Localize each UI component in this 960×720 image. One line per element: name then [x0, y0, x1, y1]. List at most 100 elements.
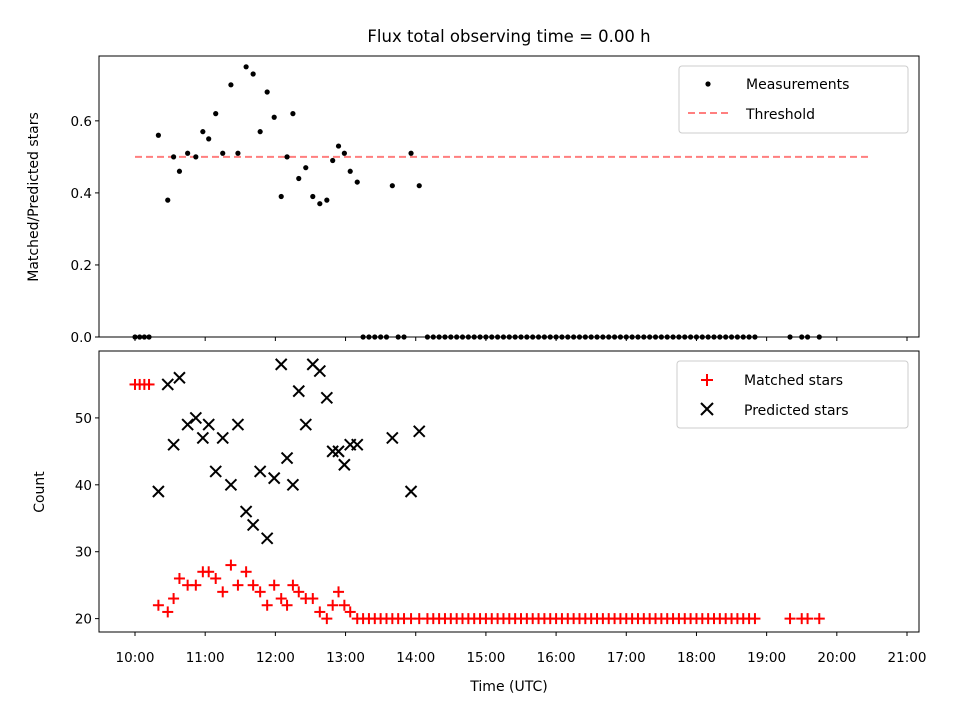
matched-star-point: [293, 586, 305, 598]
predicted-star-x-b: [161, 378, 174, 391]
predicted-star-x-b: [189, 411, 203, 425]
measurement-point: [250, 71, 256, 77]
bottom-y-tick-label: 30: [75, 545, 92, 561]
predicted-star-point: [231, 418, 245, 431]
measurement-point: [416, 183, 422, 189]
predicted-star-x-b: [202, 418, 215, 431]
predicted-star-x-b: [239, 505, 253, 518]
measurement-point: [341, 150, 347, 156]
matched-star-point: [344, 606, 356, 618]
matched-star-point: [210, 572, 222, 584]
x-tick-label: 17:00: [607, 650, 646, 666]
measurement-point: [257, 129, 263, 135]
predicted-star-x-b: [275, 358, 288, 371]
predicted-star-x-b: [413, 425, 426, 438]
bottom-axes-frame: [98, 350, 920, 633]
predicted-star-x-b: [196, 431, 210, 445]
x-tick-label: 13:00: [326, 650, 365, 666]
bottom-marks: [129, 358, 825, 625]
x-axis-label: Time (UTC): [469, 679, 547, 695]
predicted-star-point: [239, 505, 253, 518]
top-y-tick-label: 0.6: [71, 114, 92, 130]
predicted-star-point: [189, 411, 203, 425]
bottom-y-tick-label: 20: [75, 612, 92, 628]
measurement-point: [206, 136, 212, 142]
measurement-point: [290, 111, 296, 117]
predicted-star-point: [413, 425, 426, 438]
predicted-star-x-b: [313, 364, 327, 378]
bottom-x-ticks: 10:00 11:00 12:00 13:00 14:00 15:00 16:00 17:00…: [116, 632, 927, 666]
predicted-star-point: [275, 358, 288, 371]
measurement-point: [165, 197, 171, 203]
measurement-point: [347, 168, 353, 174]
predicted-star-x-b: [299, 418, 312, 431]
top-y-axis-label: Matched/Predicted stars: [26, 112, 42, 282]
predicted-star-x-b: [326, 445, 339, 458]
predicted-star-point: [260, 532, 274, 545]
x-tick-label: 18:00: [677, 650, 716, 666]
matched-star-point: [287, 579, 299, 591]
measurement-point: [243, 64, 249, 70]
predicted-star-point: [224, 478, 238, 492]
predicted-star-point: [292, 384, 305, 398]
predicted-star-point: [326, 445, 339, 458]
predicted-star-x-b: [260, 532, 274, 545]
measurement-point: [235, 150, 241, 156]
predicted-star-point: [209, 465, 222, 478]
x-tick-label: 21:00: [888, 650, 927, 666]
matched-star-point: [254, 586, 266, 598]
x-tick-label: 11:00: [186, 650, 225, 666]
predicted-star-x-b: [386, 431, 399, 445]
predicted-star-point: [173, 371, 186, 384]
predicted-star-x-b: [332, 445, 345, 458]
predicted-star-point: [320, 391, 334, 405]
predicted-star-point: [286, 478, 300, 492]
measurement-point: [330, 157, 336, 164]
top-y-tick-label: 0.4: [71, 186, 92, 202]
predicted-star-x-b: [224, 478, 238, 492]
legend-predicted-marker: [700, 402, 714, 416]
top-legend-box: [678, 65, 909, 134]
top-axes-frame: [98, 55, 920, 338]
x-tick-label: 20:00: [817, 650, 856, 666]
matched-star-point: [327, 599, 339, 611]
predicted-star-point: [216, 431, 229, 445]
matched-star-point: [314, 606, 326, 618]
matched-star-point: [143, 378, 155, 390]
predicted-star-point: [351, 438, 364, 451]
x-tick-label: 15:00: [466, 650, 505, 666]
predicted-star-x-b: [292, 384, 305, 398]
matched-star-point: [168, 593, 180, 605]
legend-predicted-label: Predicted stars: [744, 403, 849, 419]
matched-star-point: [190, 579, 202, 591]
predicted-star-x-b: [209, 465, 222, 478]
measurement-point: [408, 150, 414, 156]
predicted-star-x-b: [173, 371, 186, 384]
measurement-point: [264, 89, 270, 95]
bottom-legend: Matched stars Predicted stars: [676, 360, 909, 429]
predicted-star-point: [167, 438, 180, 451]
predicted-star-x-b: [246, 518, 260, 532]
predicted-star-point: [280, 451, 294, 465]
measurement-point: [389, 183, 395, 189]
matched-star-point: [203, 566, 215, 578]
predicted-star-x-b: [216, 431, 229, 445]
predicted-star-point: [202, 418, 215, 431]
legend-threshold-label: Threshold: [745, 107, 815, 123]
measurement-point: [200, 129, 206, 135]
measurement-point: [278, 193, 284, 200]
measurement-point: [284, 154, 290, 160]
top-marks: [132, 64, 872, 340]
x-tick-label: 14:00: [396, 650, 435, 666]
matched-star-point: [247, 579, 259, 591]
measurement-point: [354, 179, 360, 185]
predicted-star-x-b: [351, 438, 364, 451]
legend-matched-label: Matched stars: [744, 373, 843, 389]
legend-matched-marker: [701, 374, 713, 386]
predicted-star-point: [246, 518, 260, 532]
measurement-point: [303, 165, 309, 171]
legend-measurements-marker: [705, 81, 711, 87]
x-tick-label: 19:00: [747, 650, 786, 666]
